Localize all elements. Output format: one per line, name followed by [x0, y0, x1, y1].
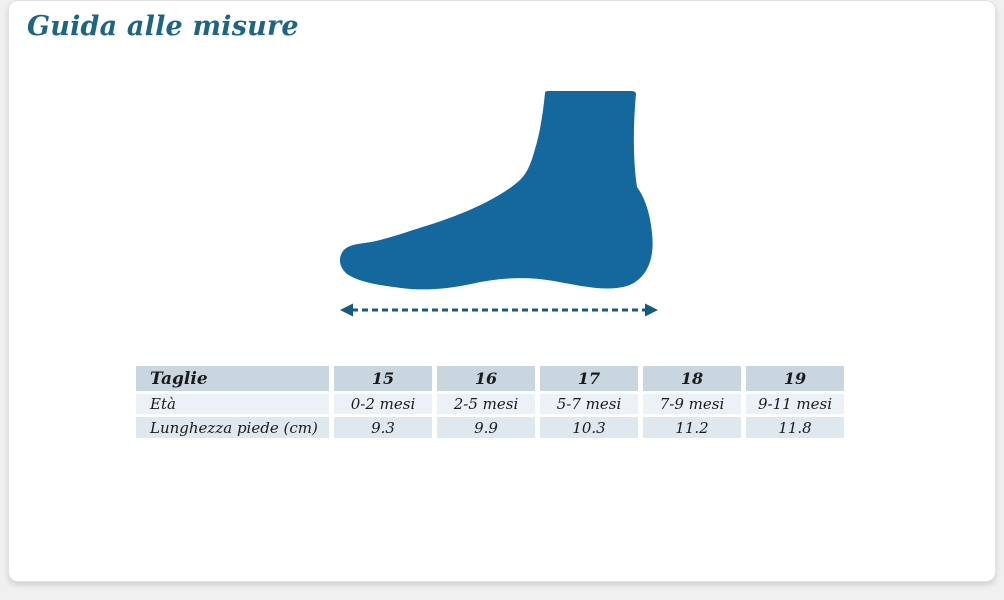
size-table-header-row: Taglie 15 16 17 18 19: [136, 366, 844, 391]
size-guide-card: Guida alle misure Taglie 15 16 17 18 19: [8, 0, 996, 582]
age-value-cell: 2-5 mesi: [437, 394, 535, 414]
age-value-cell: 5-7 mesi: [540, 394, 638, 414]
length-value-cell: 11.8: [746, 417, 844, 438]
row-label-eta: Età: [136, 394, 329, 414]
table-row-foot-length: Lunghezza piede (cm) 9.3 9.9 10.3 11.2 1…: [136, 417, 844, 438]
size-header-cell: 15: [334, 366, 432, 391]
size-table: Taglie 15 16 17 18 19 Età 0-2 mesi 2-5 m…: [131, 363, 849, 441]
size-header-cell: 19: [746, 366, 844, 391]
row-label-lunghezza: Lunghezza piede (cm): [136, 417, 329, 438]
size-header-cell: 16: [437, 366, 535, 391]
length-value-cell: 10.3: [540, 417, 638, 438]
table-row-age: Età 0-2 mesi 2-5 mesi 5-7 mesi 7-9 mesi …: [136, 394, 844, 414]
size-header-cell: 17: [540, 366, 638, 391]
foot-silhouette-icon: [339, 91, 653, 290]
foot-length-arrow-icon: [340, 303, 658, 317]
length-value-cell: 9.9: [437, 417, 535, 438]
length-value-cell: 11.2: [643, 417, 741, 438]
foot-measure-figure: [339, 91, 658, 317]
table-header-taglie: Taglie: [136, 366, 329, 391]
age-value-cell: 7-9 mesi: [643, 394, 741, 414]
page-title: Guida alle misure: [27, 11, 299, 42]
size-header-cell: 18: [643, 366, 741, 391]
age-value-cell: 9-11 mesi: [746, 394, 844, 414]
age-value-cell: 0-2 mesi: [334, 394, 432, 414]
length-value-cell: 9.3: [334, 417, 432, 438]
